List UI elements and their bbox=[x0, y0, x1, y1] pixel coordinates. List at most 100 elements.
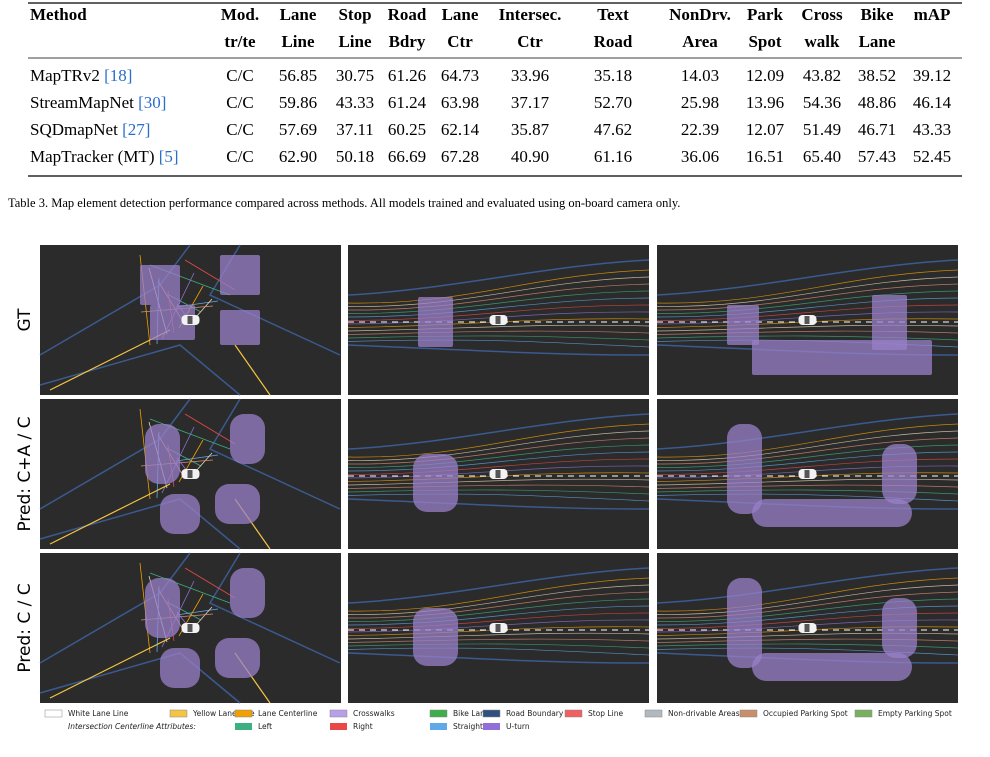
crosswalk bbox=[882, 444, 917, 504]
citation: [18] bbox=[104, 66, 132, 85]
legend-swatch bbox=[644, 709, 663, 718]
car bbox=[181, 315, 200, 325]
legend-swatch bbox=[482, 709, 501, 718]
centerline bbox=[347, 276, 650, 307]
citation: [27] bbox=[122, 120, 150, 139]
crosswalk bbox=[413, 454, 458, 512]
legend-label: Yellow Lane Line bbox=[192, 709, 255, 718]
centerline bbox=[347, 437, 650, 465]
legend-subtitle: Intersection Centerline Attributes: bbox=[68, 722, 196, 731]
table-cell: 62.90 bbox=[279, 147, 317, 166]
legend-swatch bbox=[429, 709, 448, 718]
table-cell: 62.14 bbox=[441, 120, 480, 139]
table-cell: 65.40 bbox=[803, 147, 841, 166]
table-cell: 66.69 bbox=[388, 147, 426, 166]
centerline bbox=[184, 413, 236, 445]
centerline bbox=[347, 335, 650, 341]
centerline bbox=[347, 458, 650, 475]
method-name: MapTRv2 bbox=[30, 66, 100, 85]
centerline bbox=[656, 269, 959, 304]
table-cell: 50.18 bbox=[336, 147, 374, 166]
table-cell: 25.98 bbox=[681, 93, 719, 112]
table-cell: 38.52 bbox=[858, 66, 896, 85]
table-cell: 43.82 bbox=[803, 66, 841, 85]
method-name: MapTracker (MT) bbox=[30, 147, 154, 166]
centerline bbox=[347, 638, 650, 643]
column-header: Intersec. bbox=[499, 5, 562, 24]
centerline bbox=[656, 444, 959, 468]
centerline bbox=[347, 591, 650, 619]
car bbox=[798, 315, 817, 325]
crosswalk bbox=[215, 484, 260, 524]
column-header: Road bbox=[594, 32, 633, 51]
citation: [30] bbox=[138, 93, 166, 112]
crosswalk bbox=[882, 598, 917, 658]
crosswalk bbox=[752, 653, 912, 681]
legend-label: Crosswalks bbox=[353, 709, 395, 718]
crosswalk bbox=[145, 424, 180, 484]
map-panel bbox=[656, 553, 959, 703]
map-panel bbox=[656, 399, 959, 549]
table-cell: 43.33 bbox=[913, 120, 951, 139]
crosswalk bbox=[230, 414, 265, 464]
table-cell: 54.36 bbox=[803, 93, 841, 112]
column-header: Lane bbox=[280, 5, 317, 24]
centerline bbox=[347, 489, 650, 495]
row-label: Pred: C / C bbox=[15, 583, 35, 672]
road-boundary bbox=[347, 259, 650, 356]
crosswalk bbox=[727, 305, 759, 345]
centerline bbox=[656, 304, 959, 321]
crosswalk bbox=[413, 608, 458, 666]
legend-swatch bbox=[234, 709, 253, 718]
column-header: mAP bbox=[914, 5, 951, 24]
column-header: Lane bbox=[442, 5, 479, 24]
table-cell: 61.26 bbox=[388, 66, 426, 85]
centerline bbox=[347, 598, 650, 622]
centerline bbox=[656, 437, 959, 465]
table-cell: 37.17 bbox=[511, 93, 550, 112]
car bbox=[798, 469, 817, 479]
table-cell: 64.73 bbox=[441, 66, 479, 85]
table-cell: 57.43 bbox=[858, 147, 896, 166]
method-cell: MapTRv2 [18] bbox=[30, 66, 132, 85]
column-header: Line bbox=[281, 32, 315, 51]
table-cell: 12.09 bbox=[746, 66, 784, 85]
centerline bbox=[656, 324, 959, 332]
table-cell: 57.69 bbox=[279, 120, 317, 139]
legend-swatch bbox=[564, 709, 583, 718]
centerline bbox=[175, 454, 219, 462]
lane-line bbox=[49, 329, 271, 396]
legend-label: Bike Lanes bbox=[453, 709, 493, 718]
centerline bbox=[347, 647, 650, 656]
column-header: Area bbox=[682, 32, 718, 51]
crosswalk bbox=[150, 305, 195, 340]
centerline bbox=[347, 605, 650, 626]
crosswalk bbox=[418, 297, 453, 347]
crosswalk bbox=[752, 499, 912, 527]
car bbox=[489, 623, 508, 633]
centerline bbox=[195, 298, 213, 318]
centerline bbox=[347, 430, 650, 461]
legend-label: Lane Centerline bbox=[258, 709, 318, 718]
legend-swatch bbox=[169, 709, 188, 718]
table-cell: 33.96 bbox=[511, 66, 549, 85]
centerline bbox=[347, 283, 650, 311]
legend-label: Straight bbox=[453, 722, 483, 731]
legend-label: Left bbox=[258, 722, 272, 731]
car bbox=[489, 469, 508, 479]
centerline bbox=[347, 484, 650, 489]
centerline bbox=[347, 324, 650, 332]
column-header: Stop bbox=[338, 5, 371, 24]
column-header: Cross bbox=[801, 5, 843, 24]
table-cell: 46.14 bbox=[913, 93, 952, 112]
column-header: Line bbox=[338, 32, 372, 51]
crosswalk bbox=[727, 578, 762, 668]
table-cell: C/C bbox=[226, 147, 253, 166]
table-cell: 14.03 bbox=[681, 66, 719, 85]
table-cell: 12.07 bbox=[746, 120, 785, 139]
centerline bbox=[656, 276, 959, 307]
legend-swatch bbox=[235, 723, 252, 730]
results-table: Method Mod. Lane Stop Road Lane Intersec. Text N… bbox=[28, 2, 962, 177]
centerline bbox=[656, 598, 959, 622]
method-cell: StreamMapNet [30] bbox=[30, 93, 166, 112]
